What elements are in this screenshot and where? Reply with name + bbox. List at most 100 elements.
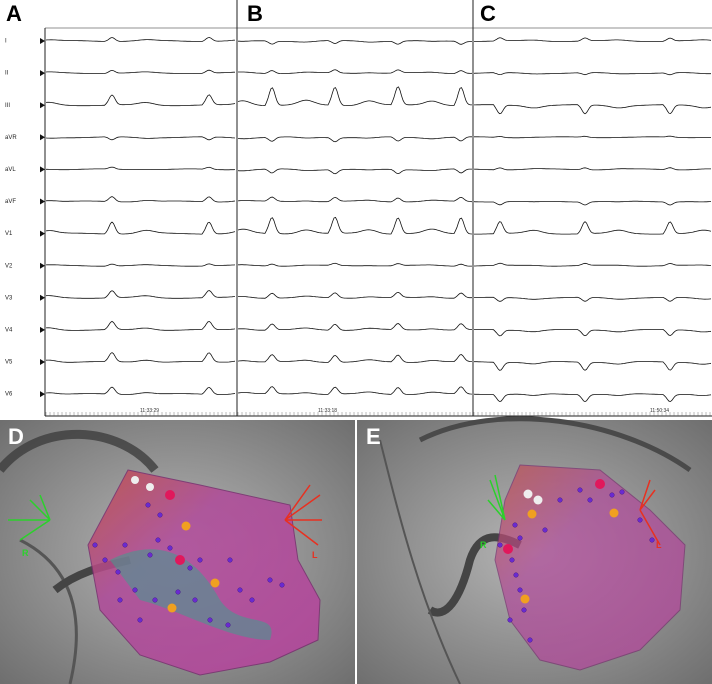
point	[115, 569, 121, 575]
axis-label: L	[656, 540, 662, 550]
ecg-trace	[474, 221, 712, 235]
point	[225, 622, 231, 628]
ecg-trace	[237, 216, 473, 235]
point	[507, 617, 513, 623]
lead-marker	[40, 391, 45, 398]
point	[92, 542, 98, 548]
point	[542, 527, 548, 533]
timestamp: 11:33:29	[140, 408, 159, 414]
ecg-trace	[474, 296, 712, 302]
lead-label: III	[5, 103, 10, 109]
axis-label: R	[22, 548, 29, 558]
ecg-trace	[237, 136, 472, 143]
point	[157, 512, 163, 518]
ecg-trace	[474, 135, 711, 139]
catheter	[19, 538, 78, 684]
ecg-trace	[46, 166, 236, 171]
lead-label: V4	[5, 327, 13, 333]
marker	[167, 603, 177, 613]
map-panel: R L E	[357, 416, 712, 684]
panel-label: B	[247, 1, 263, 26]
lead-marker	[40, 102, 45, 109]
point	[155, 537, 161, 543]
marker	[523, 489, 533, 499]
lead-label: V2	[5, 263, 13, 269]
ecg-trace	[474, 262, 712, 267]
point	[132, 587, 138, 593]
catheter	[379, 439, 461, 684]
ecg-trace	[237, 168, 472, 175]
marker	[210, 578, 220, 588]
lead-label: aVR	[5, 135, 17, 141]
marker	[520, 594, 530, 604]
ecg-trace	[474, 104, 712, 115]
lead-marker	[40, 166, 45, 173]
marker	[181, 521, 191, 531]
ecg-trace	[45, 37, 236, 42]
ecg-trace	[45, 196, 236, 203]
point	[122, 542, 128, 548]
ecg-background	[0, 0, 712, 418]
lead-label: V6	[5, 392, 13, 398]
ecg-trace	[473, 393, 712, 403]
axis-label: R	[480, 540, 487, 550]
point	[637, 517, 643, 523]
point	[587, 497, 593, 503]
point	[187, 565, 193, 571]
marker	[527, 509, 537, 519]
panel-label: C	[480, 1, 496, 26]
lead-label: I	[5, 39, 7, 45]
axis-label: L	[312, 550, 318, 560]
lead-label: II	[5, 71, 9, 77]
ablation-points	[92, 502, 285, 628]
point	[137, 617, 143, 623]
lead-label: V5	[5, 360, 13, 366]
ablation-points	[497, 487, 655, 643]
timestamp: 11:33:18	[318, 408, 337, 414]
panel-label: D	[8, 424, 24, 449]
marker	[503, 544, 513, 554]
point	[609, 492, 615, 498]
ecg-trace	[237, 354, 473, 363]
ecg-trace	[238, 262, 472, 267]
ecg-trace	[45, 263, 236, 267]
orientation-axes	[8, 494, 51, 541]
catheter	[0, 429, 159, 473]
ecg-trace	[237, 386, 473, 395]
marker	[175, 555, 185, 565]
orientation-axes	[284, 484, 322, 546]
point	[147, 552, 153, 558]
point	[197, 557, 203, 563]
ecg-trace	[45, 320, 236, 331]
ecg-trace	[237, 323, 472, 331]
point	[513, 572, 519, 578]
lead-marker	[40, 70, 45, 77]
marker	[131, 476, 139, 484]
point	[175, 589, 181, 595]
point	[527, 637, 533, 643]
ecg-trace	[473, 200, 712, 206]
lead-marker	[40, 134, 45, 141]
point	[577, 487, 583, 493]
point	[192, 597, 198, 603]
lead-marker	[40, 230, 45, 237]
point	[102, 557, 108, 563]
ecg-trace	[237, 86, 472, 106]
point	[557, 497, 563, 503]
point	[619, 489, 625, 495]
ecg-trace	[45, 221, 236, 235]
point	[512, 522, 518, 528]
ecg-trace	[473, 167, 711, 171]
map-region	[110, 549, 272, 640]
point	[509, 557, 515, 563]
ecg-trace	[474, 37, 712, 42]
point	[249, 597, 255, 603]
map-panel: R L D	[0, 420, 355, 684]
ecg-trace	[45, 386, 236, 396]
lead-marker	[40, 359, 45, 365]
point	[517, 587, 523, 593]
point	[649, 537, 655, 543]
lead-marker	[40, 198, 45, 205]
catheter	[418, 416, 692, 473]
marker	[146, 483, 154, 491]
